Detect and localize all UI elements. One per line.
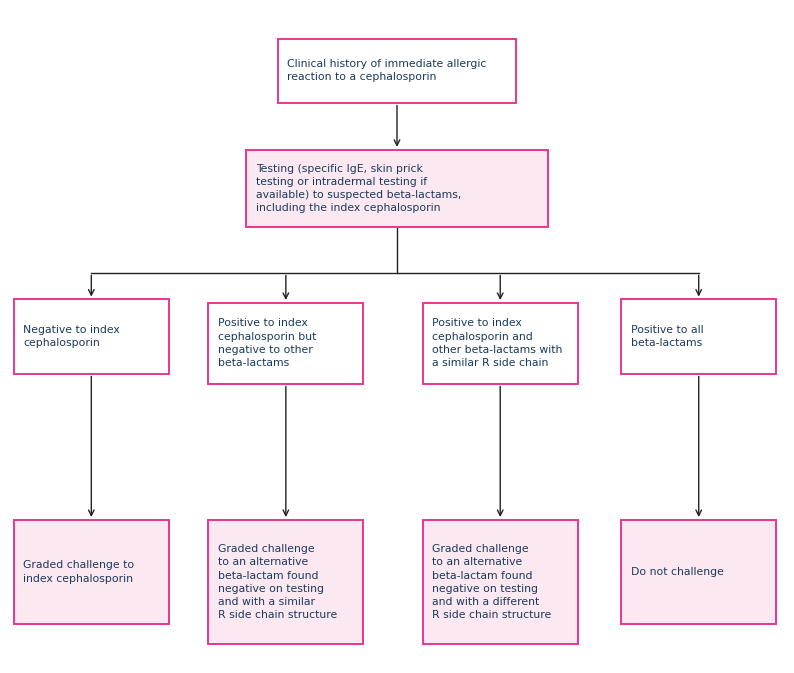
Text: Graded challenge to
index cephalosporin: Graded challenge to index cephalosporin	[24, 561, 134, 583]
Bar	[208, 303, 363, 384]
Text: Graded challenge
to an alternative
beta-lactam found
negative on testing
and wit: Graded challenge to an alternative beta-…	[218, 544, 337, 620]
Bar	[14, 520, 169, 625]
Text: Clinical history of immediate allergic
reaction to a cephalosporin: Clinical history of immediate allergic r…	[287, 59, 487, 82]
Text: Positive to all
beta-lactams: Positive to all beta-lactams	[630, 325, 703, 348]
Bar	[621, 520, 776, 625]
Bar	[621, 299, 776, 374]
Bar	[422, 520, 577, 645]
Text: Testing (specific IgE, skin prick
testing or intradermal testing if
available) t: Testing (specific IgE, skin prick testin…	[256, 164, 461, 213]
Bar	[208, 520, 363, 645]
Text: Graded challenge
to an alternative
beta-lactam found
negative on testing
and wit: Graded challenge to an alternative beta-…	[432, 544, 552, 620]
Text: Positive to index
cephalosporin and
other beta-lactams with
a similar R side cha: Positive to index cephalosporin and othe…	[432, 318, 563, 368]
Bar	[422, 303, 577, 384]
Text: Do not challenge: Do not challenge	[630, 567, 723, 577]
Text: Negative to index
cephalosporin: Negative to index cephalosporin	[24, 325, 120, 348]
Text: Positive to index
cephalosporin but
negative to other
beta-lactams: Positive to index cephalosporin but nega…	[218, 318, 316, 368]
Bar	[14, 299, 169, 374]
Bar	[246, 149, 548, 227]
Bar	[278, 38, 516, 102]
